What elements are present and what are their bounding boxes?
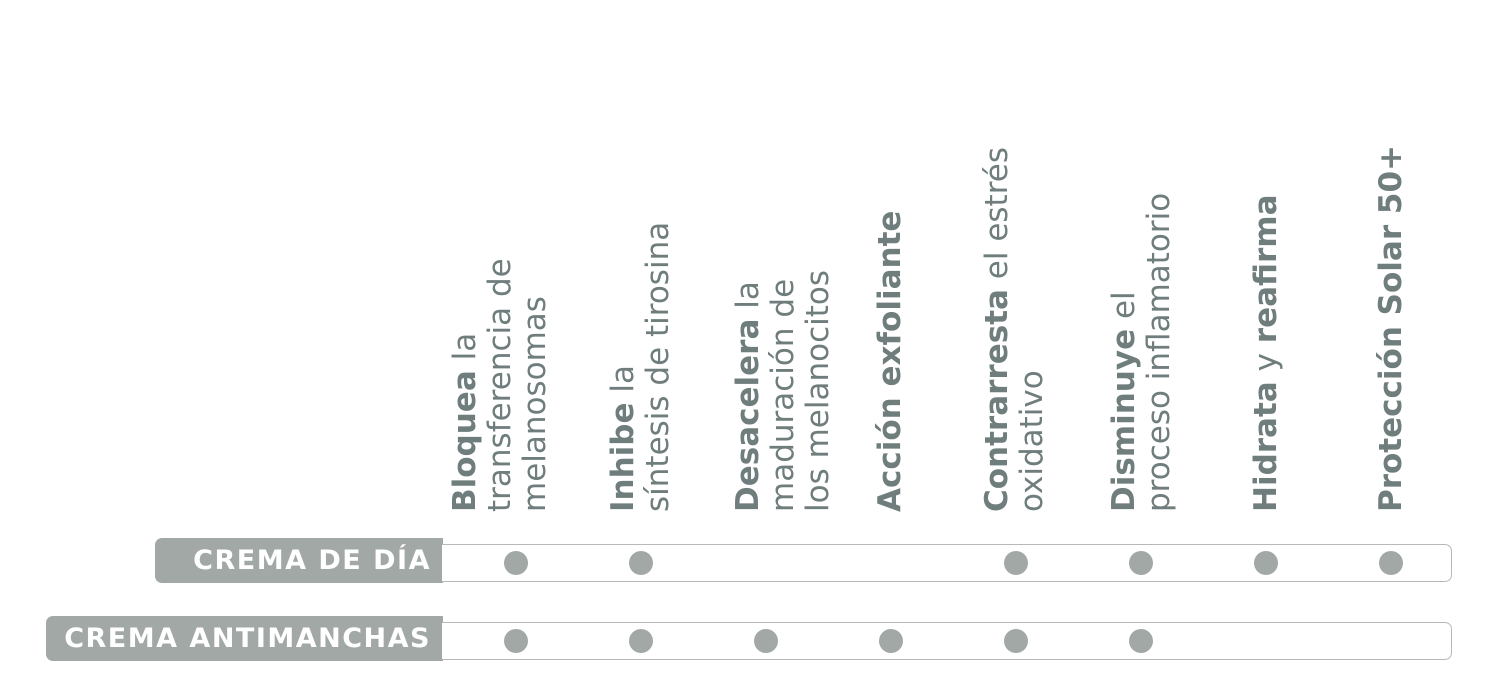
column-text: el — [1106, 291, 1142, 329]
column-header-inhibe: Inhibe la síntesis de tirosina — [605, 221, 676, 512]
row-track-crema-antimanchas — [442, 622, 1452, 660]
check-dot — [1004, 629, 1028, 653]
column-text-line2: maduración de — [765, 278, 801, 512]
check-dot — [629, 629, 653, 653]
column-text: la — [605, 365, 641, 403]
row-label-crema-de-dia: CREMA DE DÍA — [155, 538, 443, 583]
column-text-line2: síntesis de tirosina — [640, 221, 676, 512]
check-dot — [1129, 551, 1153, 575]
column-header-hidrata: Hidrata y reafirma — [1248, 194, 1284, 513]
column-bold-text: Acción exfoliante — [872, 210, 908, 512]
column-bold-text: Contrarresta — [979, 289, 1015, 512]
row-label-crema-antimanchas: CREMA ANTIMANCHAS — [46, 616, 443, 661]
column-bold-text: Desacelera — [730, 318, 766, 512]
column-text-line2: oxidativo — [1014, 370, 1050, 512]
column-bold-text: Protección Solar 50+ — [1373, 144, 1409, 512]
column-bold-text-2: reafirma — [1248, 194, 1284, 344]
check-dot — [1254, 551, 1278, 575]
column-header-proteccion-solar: Protección Solar 50+ — [1373, 144, 1409, 512]
column-text: y — [1248, 343, 1284, 382]
column-header-bloquea: Bloquea la transferencia de melanosomas — [447, 258, 553, 512]
column-header-disminuye: Disminuye el proceso inflamatorio — [1106, 192, 1177, 512]
check-dot — [1004, 551, 1028, 575]
check-dot — [504, 629, 528, 653]
check-dot — [504, 551, 528, 575]
column-text-line2: transferencia de — [482, 258, 518, 512]
check-dot — [629, 551, 653, 575]
column-bold-text: Inhibe — [605, 402, 641, 512]
column-text-line3: los melanocitos — [800, 269, 836, 512]
check-dot — [754, 629, 778, 653]
column-text: la — [730, 281, 766, 319]
column-text: la — [447, 332, 483, 371]
column-bold-text: Disminuye — [1106, 328, 1142, 512]
check-dot — [1129, 629, 1153, 653]
check-dot — [879, 629, 903, 653]
column-bold-text: Bloquea — [447, 370, 483, 512]
column-bold-text: Hidrata — [1248, 381, 1284, 512]
row-track-crema-de-dia — [442, 544, 1452, 582]
column-text-line3: melanosomas — [517, 296, 553, 512]
column-text: el estrés — [979, 147, 1015, 290]
column-text-line2: proceso inflamatorio — [1141, 192, 1177, 512]
column-header-accion-exfoliante: Acción exfoliante — [872, 210, 908, 512]
column-header-contrarresta: Contrarresta el estrés oxidativo — [979, 147, 1050, 512]
check-dot — [1379, 551, 1403, 575]
column-header-desacelera: Desacelera la maduración de los melanoci… — [730, 269, 836, 512]
